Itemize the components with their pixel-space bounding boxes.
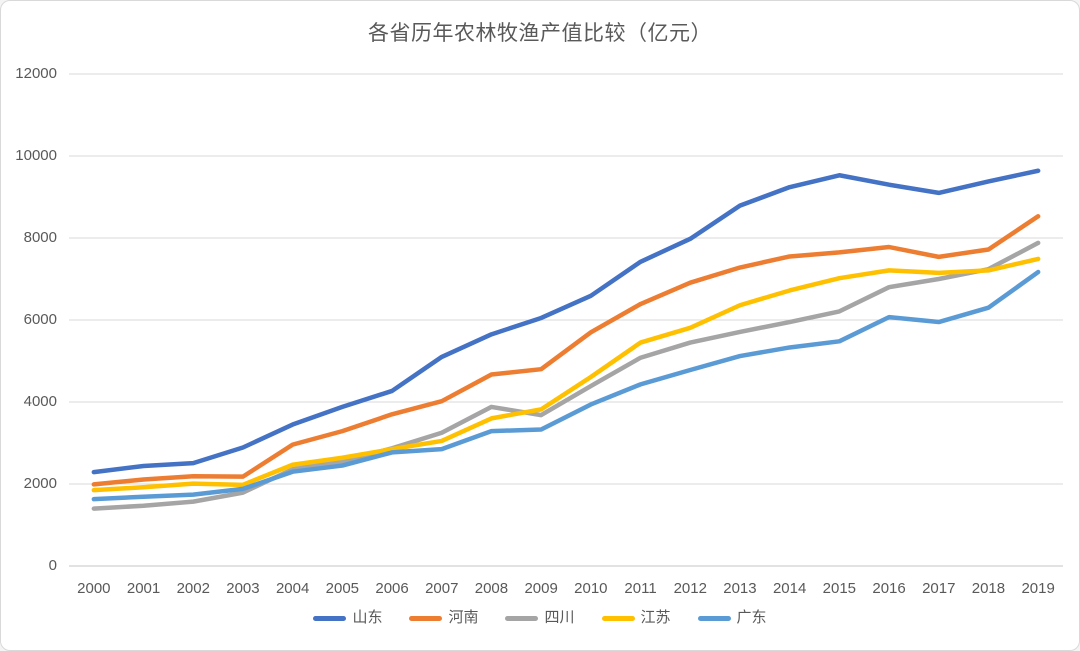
x-axis-tick-label: 2001 [126, 580, 161, 597]
x-axis-tick-label: 2005 [325, 580, 360, 597]
legend-item-2: 四川 [505, 608, 575, 628]
x-axis-tick-label: 2000 [77, 580, 111, 597]
series-line-3 [91, 256, 1041, 493]
x-axis-tick-label: 2008 [474, 580, 509, 597]
y-axis-tick-label: 10000 [15, 147, 57, 164]
legend-label: 山东 [352, 609, 383, 626]
legend-label: 河南 [448, 609, 479, 626]
x-axis-tick-label: 2014 [772, 580, 807, 597]
series-line-0 [91, 168, 1041, 475]
legend-item-0: 山东 [313, 608, 382, 628]
x-axis-tick-label: 2002 [176, 580, 210, 597]
series-line-1 [91, 214, 1041, 487]
legend: 山东 河南 四川 江苏 广东 [1, 608, 1079, 628]
x-axis-tick-label: 2015 [822, 580, 857, 597]
legend-item-4: 广东 [697, 608, 767, 628]
y-axis-tick-label: 6000 [23, 311, 57, 328]
x-axis-tick-label: 2010 [574, 580, 608, 597]
x-axis-tick-label: 2009 [524, 580, 558, 597]
x-axis-tick-label: 2004 [275, 580, 310, 597]
y-axis-tick-label: 2000 [23, 475, 57, 492]
legend-label: 江苏 [640, 609, 671, 626]
x-axis-tick-label: 2019 [1021, 580, 1055, 597]
y-axis-tick-label: 4000 [23, 393, 57, 410]
y-axis-tick-label: 12000 [15, 65, 57, 82]
legend-line-swatch [505, 615, 539, 621]
legend-line-swatch [697, 615, 731, 621]
legend-label: 广东 [736, 609, 767, 626]
x-axis-tick-label: 2012 [673, 580, 707, 597]
chart-title: 各省历年农林牧渔产值比较（亿元） [368, 22, 712, 45]
x-axis-tick-label: 2016 [872, 580, 906, 597]
x-axis-tick-label: 2007 [425, 580, 459, 597]
series-line-2 [91, 240, 1041, 511]
legend-item-3: 江苏 [601, 608, 671, 628]
legend-item-1: 河南 [409, 608, 478, 628]
y-axis-tick-label: 8000 [23, 229, 57, 246]
x-axis-tick-label: 2003 [226, 580, 260, 597]
legend-line-swatch [601, 615, 635, 621]
y-axis-tick-label: 0 [48, 557, 57, 574]
series-line-4 [91, 269, 1041, 502]
x-axis-tick-label: 2011 [624, 580, 657, 597]
x-axis-tick-label: 2006 [375, 580, 409, 597]
legend-line-swatch [313, 615, 347, 621]
x-axis-tick-label: 2018 [971, 580, 1006, 597]
x-axis-tick-label: 2013 [723, 580, 757, 597]
legend-line-swatch [409, 615, 443, 621]
legend-label: 四川 [544, 609, 575, 626]
x-axis-tick-label: 2017 [922, 580, 956, 597]
